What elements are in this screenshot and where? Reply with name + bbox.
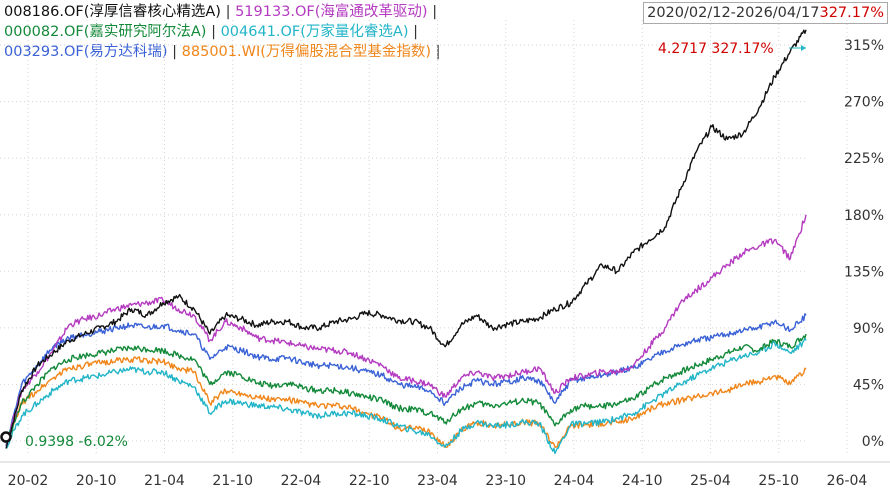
start-value-label: 0.9398 -6.02% [25, 434, 128, 450]
legend-item-003293[interactable]: 003293.OF(易方达科瑞) [4, 44, 168, 60]
legend: 008186.OF(淳厚信睿核心精选A) | 519133.OF(海富通改革驱动… [4, 2, 441, 62]
legend-separator: | [432, 4, 438, 20]
x-tick-label: 25-10 [758, 473, 799, 489]
y-tick-label: 90% [853, 321, 884, 337]
y-tick-label: 45% [853, 377, 884, 393]
x-tick-label: 21-04 [144, 473, 185, 489]
end-marker-arrow [801, 45, 806, 51]
legend-separator: | [172, 44, 178, 60]
chart-grid [0, 20, 848, 456]
end-value-label: 4.2717 327.17% [658, 41, 774, 57]
legend-item-000082[interactable]: 000082.OF(嘉实研究阿尔法A) [4, 24, 207, 40]
y-axis: 0% 45% 90% 135% 180% 225% 270% 315% [844, 38, 884, 450]
range-return-value: 327.17% [819, 5, 884, 21]
series-line-2[interactable] [5, 333, 807, 444]
x-tick-label: 23-10 [485, 473, 526, 489]
legend-separator: | [413, 24, 419, 40]
legend-item-004641[interactable]: 004641.OF(万家量化睿选A) [220, 24, 409, 40]
legend-row-1: 008186.OF(淳厚信睿核心精选A) | 519133.OF(海富通改革驱动… [4, 2, 441, 22]
legend-row-2: 000082.OF(嘉实研究阿尔法A) | 004641.OF(万家量化睿选A)… [4, 22, 441, 42]
y-tick-label: 225% [844, 151, 884, 167]
legend-separator: | [435, 44, 441, 60]
legend-item-885001[interactable]: 885001.WI(万得偏股混合型基金指数) [181, 44, 432, 60]
x-tick-label: 25-04 [690, 473, 731, 489]
x-tick-label: 20-10 [76, 473, 117, 489]
series-line-0[interactable] [5, 29, 807, 449]
date-range-text: 2020/02/12-2026/04/17 [647, 5, 820, 21]
x-tick-label: 24-04 [554, 473, 595, 489]
series-line-1[interactable] [5, 214, 807, 446]
y-tick-label: 180% [844, 208, 884, 224]
legend-separator: | [211, 24, 216, 40]
x-tick-label: 23-04 [417, 473, 458, 489]
legend-item-519133[interactable]: 519133.OF(海富通改革驱动) [235, 4, 428, 20]
start-marker [0, 431, 12, 443]
chart-annotations: 4.2717 327.17% 0.9398 -6.02% [0, 41, 806, 450]
x-tick-label: 24-10 [622, 473, 663, 489]
x-tick-label: 20-02 [8, 473, 49, 489]
x-tick-label: 26-04 [827, 473, 868, 489]
x-tick-label: 22-04 [281, 473, 322, 489]
y-tick-label: 0% [862, 434, 884, 450]
date-range-box[interactable]: 2020/02/12-2026/04/17327.17% [643, 2, 888, 24]
series-line-3[interactable] [5, 337, 807, 455]
legend-separator: | [225, 4, 231, 20]
series-line-4[interactable] [5, 313, 807, 447]
x-axis: 20-02 20-10 21-04 21-10 22-04 22-10 23-04 23-10… [0, 461, 890, 489]
legend-row-3: 003293.OF(易方达科瑞) | 885001.WI(万得偏股混合型基金指数… [4, 42, 441, 62]
x-tick-label: 22-10 [349, 473, 390, 489]
x-tick-label: 21-10 [212, 473, 253, 489]
chart-series-layer [5, 29, 807, 455]
legend-item-008186[interactable]: 008186.OF(淳厚信睿核心精选A) [4, 4, 221, 20]
y-tick-label: 270% [844, 95, 884, 111]
y-tick-label: 315% [844, 38, 884, 54]
y-tick-label: 135% [844, 264, 884, 280]
